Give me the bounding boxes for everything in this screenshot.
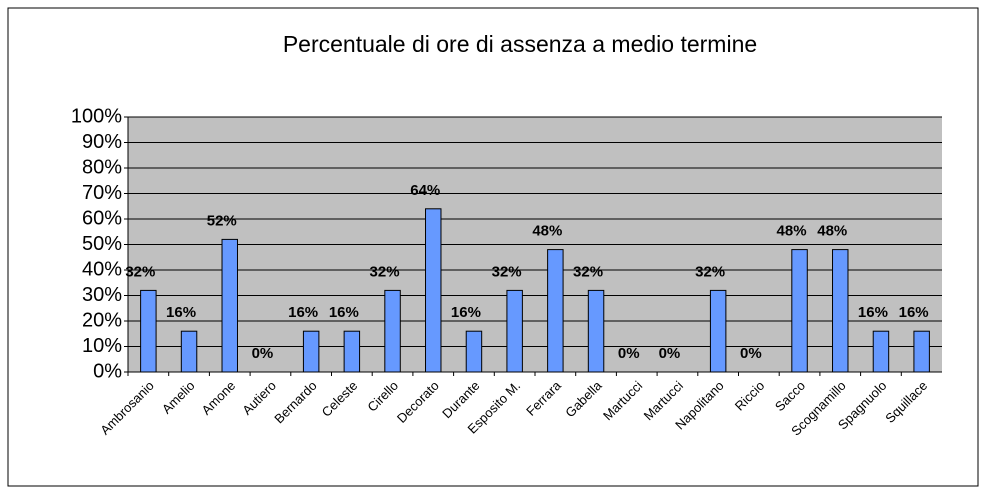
bar [343,330,361,373]
bar [832,249,849,373]
bar [465,330,483,373]
value-label: 52% [207,212,237,229]
y-tick-label: 10% [82,335,122,357]
y-tick-label: 60% [82,207,122,229]
bar [425,208,442,373]
value-label: 48% [532,223,562,240]
value-label: 16% [899,304,929,321]
value-label: 16% [288,304,318,321]
bar [587,289,605,373]
y-tick-label: 30% [82,284,122,306]
y-tick-label: 90% [82,131,122,153]
chart-title: Percentuale di ore di assenza a medio te… [283,31,757,57]
value-label: 32% [125,263,155,280]
y-tick-label: 80% [82,156,122,178]
y-tick-label: 20% [82,309,122,331]
y-tick-label: 0% [93,360,122,382]
value-label: 16% [858,304,888,321]
bar [302,330,320,373]
bar [791,249,808,373]
bar [872,330,890,373]
bar [384,289,401,373]
value-label: 0% [252,345,274,362]
value-label: 32% [573,263,603,280]
bar [180,330,198,373]
bar [913,330,930,373]
y-tick-label: 100% [71,105,122,127]
y-tick-label: 40% [82,258,122,280]
value-label: 32% [695,263,725,280]
value-label: 48% [817,223,847,240]
bar [140,289,157,373]
bar [221,238,238,373]
value-label: 32% [370,263,400,280]
bar [506,289,523,373]
value-label: 16% [329,304,359,321]
value-label: 16% [166,304,196,321]
value-label: 0% [659,345,681,362]
y-tick-label: 50% [82,233,122,255]
bar [709,289,727,373]
y-tick-label: 70% [82,182,122,204]
value-label: 0% [618,345,640,362]
value-label: 0% [740,345,762,362]
value-label: 48% [777,223,807,240]
value-label: 32% [492,263,522,280]
value-label: 16% [451,304,481,321]
bar [547,249,564,373]
value-label: 64% [410,182,440,199]
